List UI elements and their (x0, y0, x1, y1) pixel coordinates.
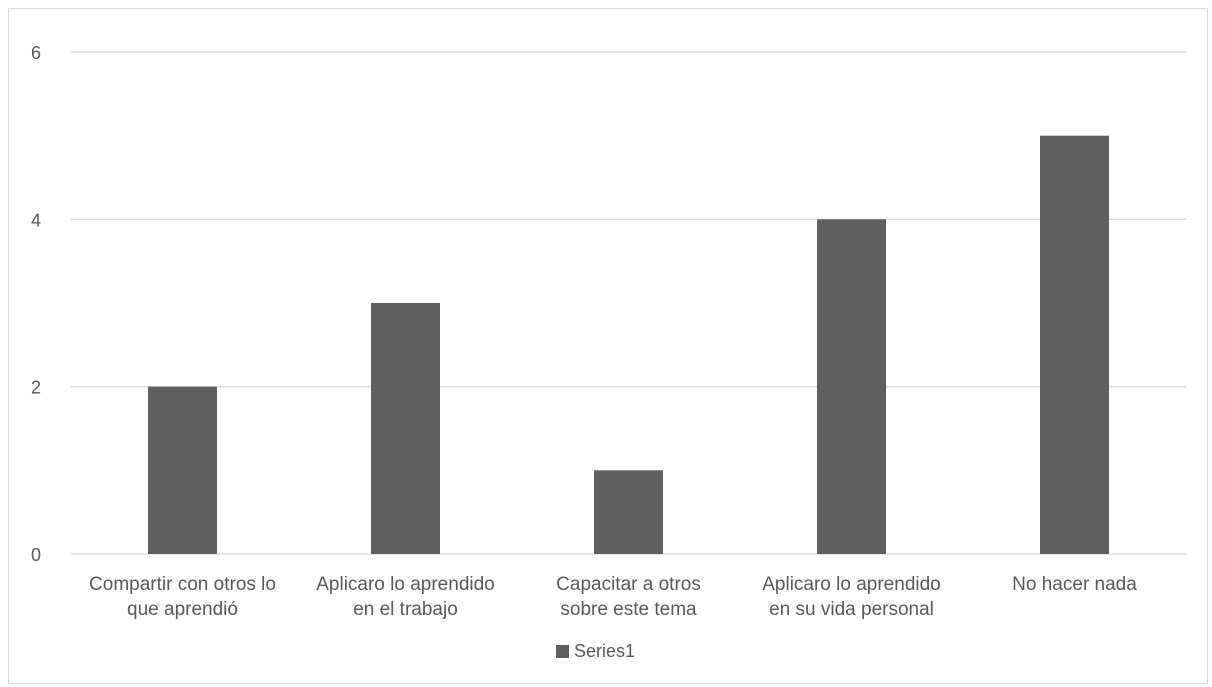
y-tick-label: 4 (31, 210, 41, 230)
x-tick-label: Aplicaro lo aprendido en el trabajo (316, 574, 495, 620)
y-tick-label: 2 (31, 378, 41, 398)
x-tick-label: Capacitar a otros sobre este tema (556, 574, 701, 620)
x-tick-label: No hacer nada (1012, 574, 1137, 595)
y-tick-label: 6 (31, 43, 41, 63)
bar (594, 470, 663, 554)
bar (1040, 135, 1109, 554)
x-tick-label: Aplicaro lo aprendido en su vida personal (762, 574, 941, 620)
bar-chart: 0 2 4 6 Compartir con otros lo que aprendió Ap… (31, 43, 1186, 661)
legend-swatch (556, 645, 569, 658)
bar (371, 303, 440, 554)
x-tick-label: Compartir con otros lo que aprendió (89, 574, 276, 620)
bar (817, 219, 886, 555)
legend-label: Series1 (574, 641, 635, 661)
y-tick-label: 0 (31, 545, 41, 565)
bar (148, 386, 217, 554)
chart-frame: 0 2 4 6 Compartir con otros lo que aprendió Ap… (8, 8, 1208, 684)
